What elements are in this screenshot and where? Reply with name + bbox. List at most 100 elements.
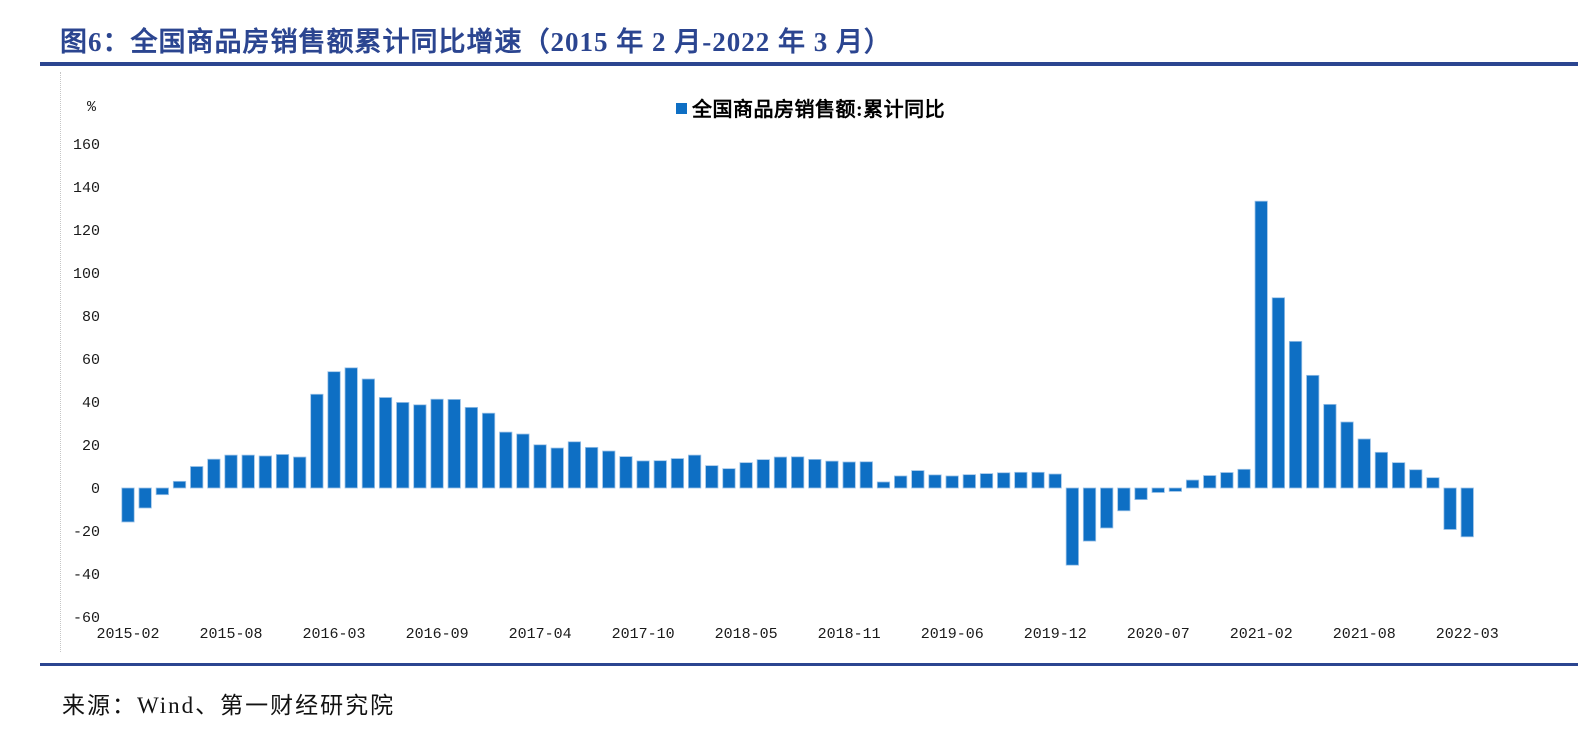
bar [791, 456, 805, 489]
bar [705, 465, 719, 489]
bar [155, 487, 169, 496]
bar [1340, 421, 1354, 489]
y-tick-label: 140 [73, 180, 100, 197]
bar [859, 461, 873, 489]
bar [1151, 487, 1165, 493]
bar [1168, 487, 1182, 492]
chart-left-dotted-border [60, 72, 61, 652]
bar [293, 456, 307, 489]
bar [1220, 472, 1234, 489]
bar [653, 460, 667, 489]
bar [533, 444, 547, 489]
x-tick-label: 2018-05 [715, 626, 778, 643]
bar [361, 378, 375, 489]
bar [1306, 374, 1320, 489]
bar [464, 406, 479, 489]
bar [894, 475, 908, 489]
bar [636, 460, 650, 489]
y-axis-tick-labels: 160 140 120 100 80 60 40 20 0 -20 -40 -60 [73, 137, 100, 627]
bar [138, 487, 152, 509]
figure-title: 图6：全国商品房销售额累计同比增速（2015 年 2 月-2022 年 3 月） [60, 27, 892, 57]
bar [876, 481, 891, 489]
bar [224, 454, 238, 489]
x-tick-label: 2021-02 [1230, 626, 1293, 643]
bar [190, 466, 204, 489]
footer-divider-line [40, 663, 1578, 666]
legend: 全国商品房销售额:累计同比 [676, 93, 945, 122]
bar [928, 474, 942, 489]
x-tick-label: 2022-03 [1436, 626, 1499, 643]
bar [481, 412, 496, 489]
x-tick-label: 2021-08 [1333, 626, 1396, 643]
bar [121, 487, 135, 523]
bar [1237, 468, 1251, 489]
x-tick-label: 2017-04 [509, 626, 572, 643]
bar [1409, 469, 1423, 489]
y-tick-label: 40 [82, 395, 100, 412]
y-tick-label: 20 [82, 438, 100, 455]
bar [413, 404, 427, 489]
bar [1374, 451, 1389, 489]
x-tick-label: 2018-11 [818, 626, 881, 643]
bar [327, 371, 341, 489]
bar [1185, 479, 1200, 489]
bar [1014, 471, 1028, 489]
bar [842, 461, 856, 489]
y-axis-unit-label: % [87, 99, 97, 116]
y-tick-label: 0 [91, 481, 100, 498]
bar [258, 455, 272, 489]
x-tick-label: 2019-06 [921, 626, 984, 643]
bar [275, 454, 290, 489]
source-text: 来源：Wind、第一财经研究院 [62, 693, 396, 718]
bar [567, 441, 582, 489]
bar [997, 472, 1011, 489]
bar [1117, 487, 1131, 512]
x-axis-tick-labels: 2015-02 2015-08 2016-03 2016-09 2017-04 2017-… [96, 626, 1498, 643]
x-tick-label: 2020-07 [1127, 626, 1190, 643]
bar [962, 474, 976, 489]
bar [550, 447, 564, 489]
bar [207, 458, 221, 489]
bar [979, 473, 994, 489]
bar [1134, 487, 1148, 501]
bar [1082, 487, 1097, 542]
bar [1443, 487, 1457, 530]
bar [670, 458, 685, 489]
bar [619, 456, 633, 489]
bar [430, 398, 444, 489]
bar [1357, 438, 1371, 489]
bar [584, 446, 599, 489]
bar [1048, 473, 1062, 489]
x-tick-label: 2017-10 [612, 626, 675, 643]
bar [602, 450, 616, 489]
y-tick-label: 100 [73, 266, 100, 283]
bar [344, 367, 358, 489]
bar [1203, 475, 1217, 489]
bar-series [121, 200, 1474, 566]
bar [756, 459, 770, 489]
bar [310, 393, 324, 489]
bar [808, 458, 822, 489]
y-tick-label: 60 [82, 352, 100, 369]
x-tick-label: 2015-02 [96, 626, 159, 643]
legend-marker-square-icon [676, 103, 687, 114]
bar [1426, 477, 1440, 489]
y-tick-label: 120 [73, 223, 100, 240]
bar [688, 454, 702, 489]
x-tick-label: 2015-08 [199, 626, 262, 643]
bar [378, 397, 393, 489]
legend-label: 全国商品房销售额:累计同比 [692, 99, 946, 121]
bar [1065, 487, 1079, 566]
x-tick-label: 2016-09 [406, 626, 469, 643]
bar [1391, 462, 1406, 489]
bar [516, 433, 530, 489]
x-tick-label: 2019-12 [1024, 626, 1087, 643]
bar [172, 480, 187, 489]
y-tick-label: 80 [82, 309, 100, 326]
y-tick-label: -60 [73, 610, 100, 627]
bar [447, 399, 461, 489]
bar [739, 462, 753, 489]
bar [945, 475, 959, 489]
bar [1460, 487, 1474, 538]
